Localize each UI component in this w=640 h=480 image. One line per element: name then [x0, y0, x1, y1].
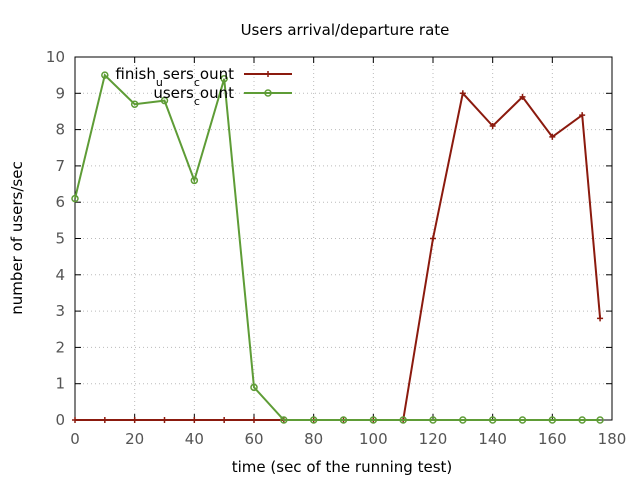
y-tick-label: 1	[55, 375, 65, 393]
data-point	[459, 416, 467, 424]
x-tick-label: 100	[359, 430, 388, 448]
data-point	[579, 112, 586, 119]
x-tick-label: 160	[538, 430, 567, 448]
data-point	[264, 89, 272, 97]
y-axis-ticks: 0 1 2 3 4 5 6 7 8 9 10	[46, 48, 612, 429]
data-point	[597, 315, 604, 322]
data-point	[549, 133, 556, 140]
series-group	[71, 71, 604, 424]
legend-label: finishuserscount	[115, 65, 234, 89]
data-point	[250, 383, 258, 392]
data-point	[519, 93, 526, 100]
data-point	[221, 417, 228, 423]
data-point	[339, 416, 348, 424]
series-line	[74, 73, 601, 421]
y-tick-label: 3	[55, 302, 65, 320]
grid	[75, 57, 612, 420]
data-point	[429, 416, 437, 424]
x-tick-label: 80	[304, 430, 323, 448]
data-point	[489, 122, 496, 129]
series-line	[75, 91, 602, 421]
y-tick-label: 5	[55, 230, 65, 248]
x-tick-label: 60	[244, 430, 263, 448]
data-point	[190, 176, 199, 185]
x-tick-label: 40	[185, 430, 204, 448]
data-point	[71, 194, 79, 203]
data-point	[101, 71, 109, 79]
data-point	[160, 96, 169, 105]
data-point	[518, 416, 527, 424]
y-axis-label: number of users/sec	[8, 161, 26, 314]
data-point	[459, 90, 466, 97]
data-point	[309, 416, 318, 424]
data-point	[369, 416, 378, 424]
x-axis-ticks: 0 20 40 60 80 100 120 140 160 180	[70, 57, 626, 448]
data-point	[161, 417, 168, 423]
y-tick-label: 9	[55, 84, 65, 102]
data-point	[220, 75, 228, 83]
x-axis-label: time (sec of the running test)	[232, 458, 453, 476]
series-1	[71, 71, 604, 424]
data-point	[131, 417, 138, 423]
data-point	[251, 417, 257, 423]
x-tick-label: 20	[125, 430, 144, 448]
y-tick-label: 10	[46, 48, 65, 66]
y-tick-label: 8	[55, 121, 65, 139]
data-point	[101, 417, 108, 423]
x-tick-label: 140	[478, 430, 507, 448]
data-point	[265, 71, 271, 77]
data-point	[72, 417, 78, 423]
y-tick-label: 7	[55, 157, 65, 175]
y-tick-label: 6	[55, 193, 65, 211]
data-point	[280, 416, 288, 424]
x-tick-label: 120	[419, 430, 448, 448]
data-point	[191, 417, 198, 423]
y-tick-label: 2	[55, 338, 65, 356]
x-tick-label: 180	[598, 430, 627, 448]
legend-label: userscount	[153, 84, 234, 108]
data-point	[399, 416, 407, 424]
x-tick-label: 0	[70, 430, 80, 448]
data-point	[488, 416, 497, 424]
data-point	[548, 416, 557, 424]
series-0	[72, 90, 604, 423]
data-point	[596, 416, 604, 424]
y-tick-label: 4	[55, 266, 65, 284]
data-point	[430, 235, 436, 242]
chart-title: Users arrival/departure rate	[241, 21, 450, 39]
data-point	[130, 100, 139, 108]
y-tick-label: 0	[55, 411, 65, 429]
data-point	[578, 416, 586, 424]
